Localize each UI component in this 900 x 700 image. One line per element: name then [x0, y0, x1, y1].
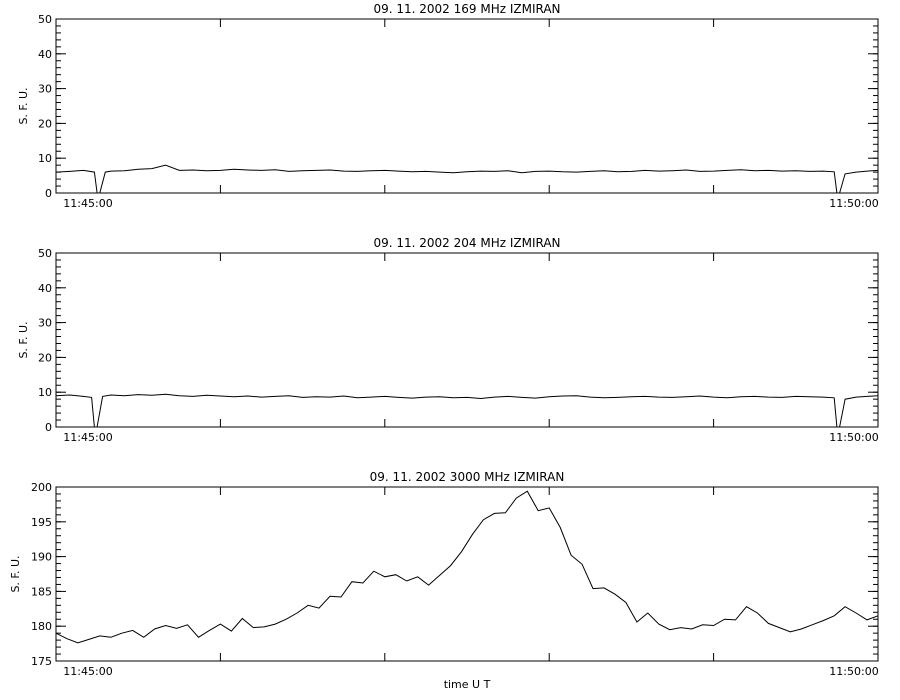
chart-panel-2: 09. 11. 2002 204 MHz IZMIRAN S. F. U. 0 10 2…: [17, 236, 879, 444]
y-tick-label: 0: [45, 421, 52, 434]
y-tick-label: 20: [38, 117, 52, 130]
series-line-1: [55, 490, 879, 644]
series-line-1: [55, 164, 879, 194]
y-tick-label: 0: [45, 187, 52, 200]
x-tick-label-start: 11:45:00: [63, 665, 112, 678]
y-axis-label: S. F. U.: [17, 87, 30, 124]
y-tick-label: 10: [38, 386, 52, 399]
plot-frame: [55, 18, 879, 194]
plot-frame: [55, 486, 879, 662]
y-tick-label: 200: [31, 481, 52, 494]
x-tick-label-start: 11:45:00: [63, 431, 112, 444]
y-tick-label: 190: [31, 551, 52, 564]
y-tick-label: 175: [31, 655, 52, 668]
plot-frame: [55, 252, 879, 428]
series-line-1: [55, 393, 879, 428]
chart-panel-3: 09. 11. 2002 3000 MHz IZMIRAN S. F. U. 175…: [9, 470, 879, 691]
y-tick-label: 50: [38, 247, 52, 260]
y-tick-label: 40: [38, 282, 52, 295]
x-axis-label: time U T: [444, 678, 491, 691]
y-tick-label: 195: [31, 516, 52, 529]
x-tick-label-end: 11:50:00: [829, 665, 878, 678]
chart-title: 09. 11. 2002 204 MHz IZMIRAN: [373, 236, 560, 250]
y-tick-label: 185: [31, 585, 52, 598]
y-tick-label: 180: [31, 620, 52, 633]
x-tick-label-end: 11:50:00: [829, 431, 878, 444]
chart-title: 09. 11. 2002 3000 MHz IZMIRAN: [370, 470, 565, 484]
y-tick-label: 50: [38, 13, 52, 26]
chart-panel-1: 09. 11. 2002 169 MHz IZMIRAN S. F. U. 0 10 2…: [17, 2, 879, 210]
y-axis-label: S. F. U.: [9, 555, 22, 592]
y-tick-label: 10: [38, 152, 52, 165]
y-axis-label: S. F. U.: [17, 321, 30, 358]
chart-title: 09. 11. 2002 169 MHz IZMIRAN: [373, 2, 560, 16]
y-tick-label: 30: [38, 83, 52, 96]
x-tick-label-start: 11:45:00: [63, 197, 112, 210]
y-tick-label: 20: [38, 351, 52, 364]
x-tick-label-end: 11:50:00: [829, 197, 878, 210]
y-tick-label: 30: [38, 317, 52, 330]
y-tick-label: 40: [38, 48, 52, 61]
